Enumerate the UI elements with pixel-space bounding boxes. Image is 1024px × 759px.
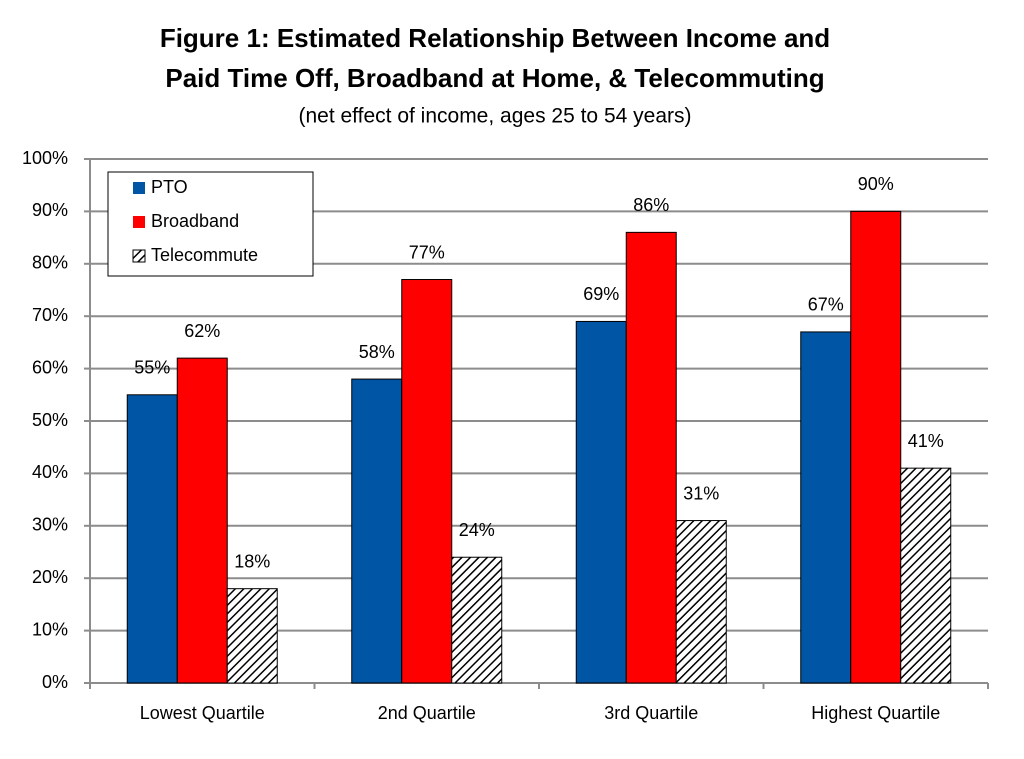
y-tick-label: 40%: [32, 462, 68, 482]
legend-swatch: [133, 216, 145, 228]
bar: [575, 320, 627, 684]
bar: [900, 467, 952, 684]
x-tick-label: Lowest Quartile: [140, 703, 265, 723]
y-tick-label: 10%: [32, 619, 68, 639]
bar: [850, 210, 902, 684]
legend-item: PTO: [151, 177, 188, 197]
legend-item: Broadband: [151, 211, 239, 231]
legend-swatch: [132, 249, 146, 263]
legend-item: Telecommute: [151, 245, 258, 265]
value-label: 58%: [359, 342, 395, 362]
y-tick-label: 100%: [22, 148, 68, 168]
legend-swatch: [133, 182, 145, 194]
bar: [401, 279, 453, 684]
bar: [675, 520, 727, 684]
chart-title: Figure 1: Estimated Relationship Between…: [160, 23, 830, 53]
value-label: 77%: [409, 242, 445, 262]
bar: [625, 231, 677, 684]
value-label: 86%: [633, 195, 669, 215]
value-label: 18%: [234, 551, 270, 571]
x-tick-label: 3rd Quartile: [604, 703, 698, 723]
bar: [176, 357, 228, 684]
y-tick-label: 60%: [32, 357, 68, 377]
x-tick-label: 2nd Quartile: [378, 703, 476, 723]
bar: [226, 588, 278, 684]
y-tick-label: 50%: [32, 410, 68, 430]
y-tick-label: 70%: [32, 305, 68, 325]
value-label: 55%: [134, 358, 170, 378]
chart-title: Paid Time Off, Broadband at Home, & Tele…: [165, 63, 824, 93]
bar: [126, 394, 178, 684]
y-tick-label: 30%: [32, 515, 68, 535]
value-label: 41%: [908, 431, 944, 451]
y-tick-label: 80%: [32, 253, 68, 273]
y-tick-label: 20%: [32, 567, 68, 587]
y-tick-label: 90%: [32, 200, 68, 220]
bar: [800, 331, 852, 684]
x-tick-label: Highest Quartile: [811, 703, 940, 723]
y-tick-label: 0%: [42, 672, 68, 692]
value-label: 24%: [459, 520, 495, 540]
value-label: 62%: [184, 321, 220, 341]
value-label: 67%: [808, 295, 844, 315]
bar: [451, 556, 503, 684]
value-label: 31%: [683, 483, 719, 503]
value-label: 69%: [583, 284, 619, 304]
value-label: 90%: [858, 174, 894, 194]
chart-subtitle: (net effect of income, ages 25 to 54 yea…: [298, 105, 691, 128]
bar: [351, 378, 403, 684]
